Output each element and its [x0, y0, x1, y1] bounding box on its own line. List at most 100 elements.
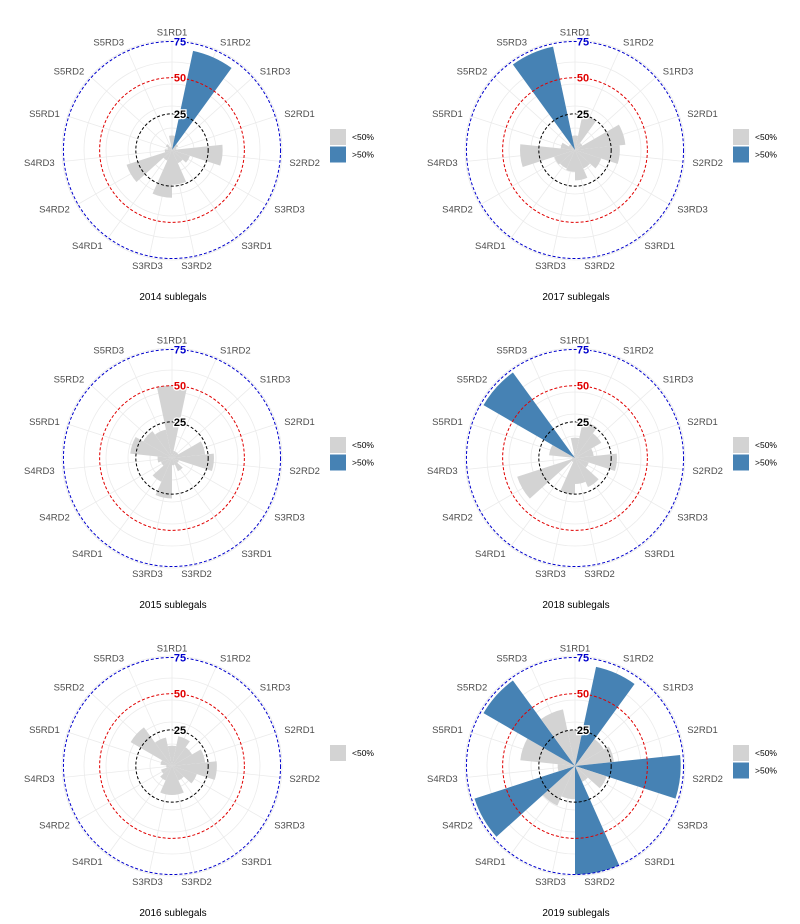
ref-circle-25 [135, 729, 209, 803]
ref-circle-50 [99, 77, 245, 223]
bar-s2rd1 [172, 441, 206, 458]
category-label: S4RD1 [72, 857, 103, 868]
ref-label-75: 75 [174, 344, 186, 356]
category-label: S2RD1 [687, 725, 718, 736]
category-label: S1RD3 [663, 375, 694, 386]
category-label: S4RD2 [39, 205, 70, 216]
category-label: S5RD3 [496, 38, 527, 49]
category-label: S5RD2 [457, 375, 488, 386]
grid-spoke [62, 457, 173, 470]
bar-s1rd2 [575, 114, 597, 150]
category-label: S5RD2 [54, 683, 85, 694]
grid-spoke [62, 765, 173, 778]
category-label: S5RD1 [432, 725, 463, 736]
bar-s5rd2 [130, 727, 172, 766]
category-label: S1RD3 [260, 683, 291, 694]
bar-s3rd1 [172, 150, 183, 164]
category-label: S5RD3 [496, 654, 527, 665]
chart-caption: 2014 sublegals [139, 292, 206, 303]
ref-circle-75 [465, 656, 685, 876]
bar-s5rd1 [160, 760, 172, 766]
bar-s1rd2 [172, 736, 190, 766]
grid-spoke [510, 457, 576, 548]
category-label: S5RD2 [54, 375, 85, 386]
ref-circle-75 [62, 656, 282, 876]
bar-s1rd3 [575, 739, 604, 766]
ref-label-50: 50 [577, 73, 589, 85]
ref-circle-25 [538, 421, 612, 495]
category-label: S4RD3 [427, 466, 458, 477]
category-label: S1RD2 [623, 38, 654, 49]
ref-label-25: 25 [577, 109, 589, 121]
grid-spoke [465, 457, 576, 470]
bar-s3rd3 [172, 766, 197, 784]
grid-spoke [171, 457, 237, 548]
bar-s5rd2 [483, 372, 575, 458]
category-label: S1RD2 [220, 654, 251, 665]
legend-label: <50% [352, 440, 374, 450]
bar-s4rd1 [163, 150, 172, 161]
category-label: S4RD2 [442, 513, 473, 524]
bar-s5rd3 [154, 429, 172, 458]
bar-s5rd1 [167, 147, 172, 150]
grid-spoke [171, 384, 255, 459]
ref-label-50: 50 [577, 689, 589, 701]
category-label: S4RD3 [427, 774, 458, 785]
category-label: S5RD2 [457, 683, 488, 694]
bar-s1rd1 [571, 135, 579, 150]
ref-label-25: 25 [174, 725, 186, 737]
grid-spoke [62, 149, 173, 162]
grid-spoke [465, 765, 576, 778]
legend-label: <50% [755, 748, 777, 758]
bar-s3rd2 [172, 766, 184, 795]
legend-swatch [330, 437, 346, 453]
ref-circle-75 [62, 40, 282, 260]
category-label: S3RD3 [535, 261, 566, 272]
category-label: S2RD2 [289, 774, 320, 785]
category-label: S3RD3 [677, 513, 708, 524]
category-label: S5RD3 [496, 346, 527, 357]
bar-s5rd2 [143, 431, 172, 458]
ref-label-50: 50 [577, 381, 589, 393]
category-label: S3RD3 [132, 569, 163, 580]
category-label: S4RD1 [475, 549, 506, 560]
grid-spoke [171, 76, 255, 151]
legend-swatch [330, 454, 346, 471]
bar-s2rd2 [575, 145, 620, 164]
category-label: S3RD1 [644, 549, 675, 560]
ref-circle-50 [502, 385, 648, 531]
bar-s3rd3 [560, 458, 575, 495]
bar-s1rd1 [168, 135, 176, 150]
category-label: S5RD1 [29, 725, 60, 736]
legend-label: >50% [755, 458, 777, 468]
grid-spoke [76, 765, 173, 822]
legend-label: >50% [755, 766, 777, 776]
bar-s4rd2 [160, 458, 172, 466]
bar-s5rd3 [540, 709, 575, 766]
bar-s5rd1 [130, 437, 172, 458]
category-label: S1RD1 [560, 28, 591, 39]
bar-s4rd1 [559, 150, 575, 169]
bar-s3rd1 [172, 766, 184, 781]
legend-swatch [733, 745, 749, 761]
category-label: S1RD2 [220, 38, 251, 49]
ref-label-25: 25 [174, 109, 186, 121]
category-label: S2RD2 [692, 466, 723, 477]
ref-label-25: 25 [174, 417, 186, 429]
grid-spoke [529, 357, 576, 459]
category-label: S5RD1 [29, 109, 60, 120]
bar-s4rd2 [554, 150, 575, 165]
bar-s4rd2 [126, 150, 172, 182]
category-label: S1RD1 [157, 28, 188, 39]
bar-s1rd1 [570, 437, 580, 458]
category-label: S5RD3 [93, 654, 124, 665]
bar-s3rd3 [575, 150, 602, 169]
category-label: S2RD1 [284, 417, 315, 428]
ref-label-25: 25 [577, 417, 589, 429]
category-label: S1RD3 [663, 683, 694, 694]
category-label: S1RD2 [623, 654, 654, 665]
category-label: S3RD2 [181, 569, 212, 580]
category-label: S3RD1 [241, 857, 272, 868]
category-label: S3RD2 [584, 261, 615, 272]
